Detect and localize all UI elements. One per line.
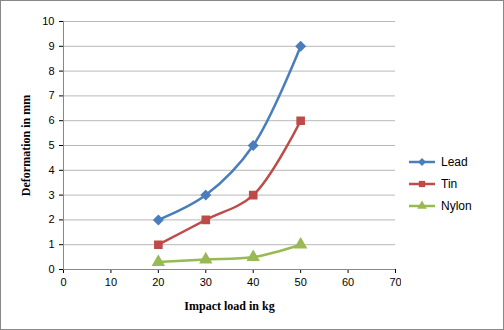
svg-text:7: 7 [48, 89, 54, 101]
svg-text:70: 70 [389, 276, 401, 288]
html-text:Lead: Lead [441, 155, 468, 169]
svg-text:20: 20 [152, 276, 164, 288]
svg-text:4: 4 [48, 164, 54, 176]
svg-text:Impact load in kg: Impact load in kg [184, 299, 274, 313]
svg-text:9: 9 [48, 40, 54, 52]
html-text:Nylon: Nylon [441, 199, 472, 213]
svg-text:0: 0 [48, 263, 54, 275]
svg-text:40: 40 [247, 276, 259, 288]
svg-text:Deformation in mm: Deformation in mm [19, 95, 33, 196]
svg-text:10: 10 [42, 15, 54, 27]
svg-text:5: 5 [48, 139, 54, 151]
svg-text:3: 3 [48, 189, 54, 201]
svg-text:2: 2 [48, 213, 54, 225]
svg-text:6: 6 [48, 114, 54, 126]
svg-text:0: 0 [60, 276, 66, 288]
svg-text:8: 8 [48, 65, 54, 77]
svg-text:10: 10 [105, 276, 117, 288]
svg-text:30: 30 [200, 276, 212, 288]
svg-text:50: 50 [295, 276, 307, 288]
html-text:Tin: Tin [441, 177, 458, 191]
svg-text:1: 1 [48, 238, 54, 250]
svg-text:60: 60 [342, 276, 354, 288]
